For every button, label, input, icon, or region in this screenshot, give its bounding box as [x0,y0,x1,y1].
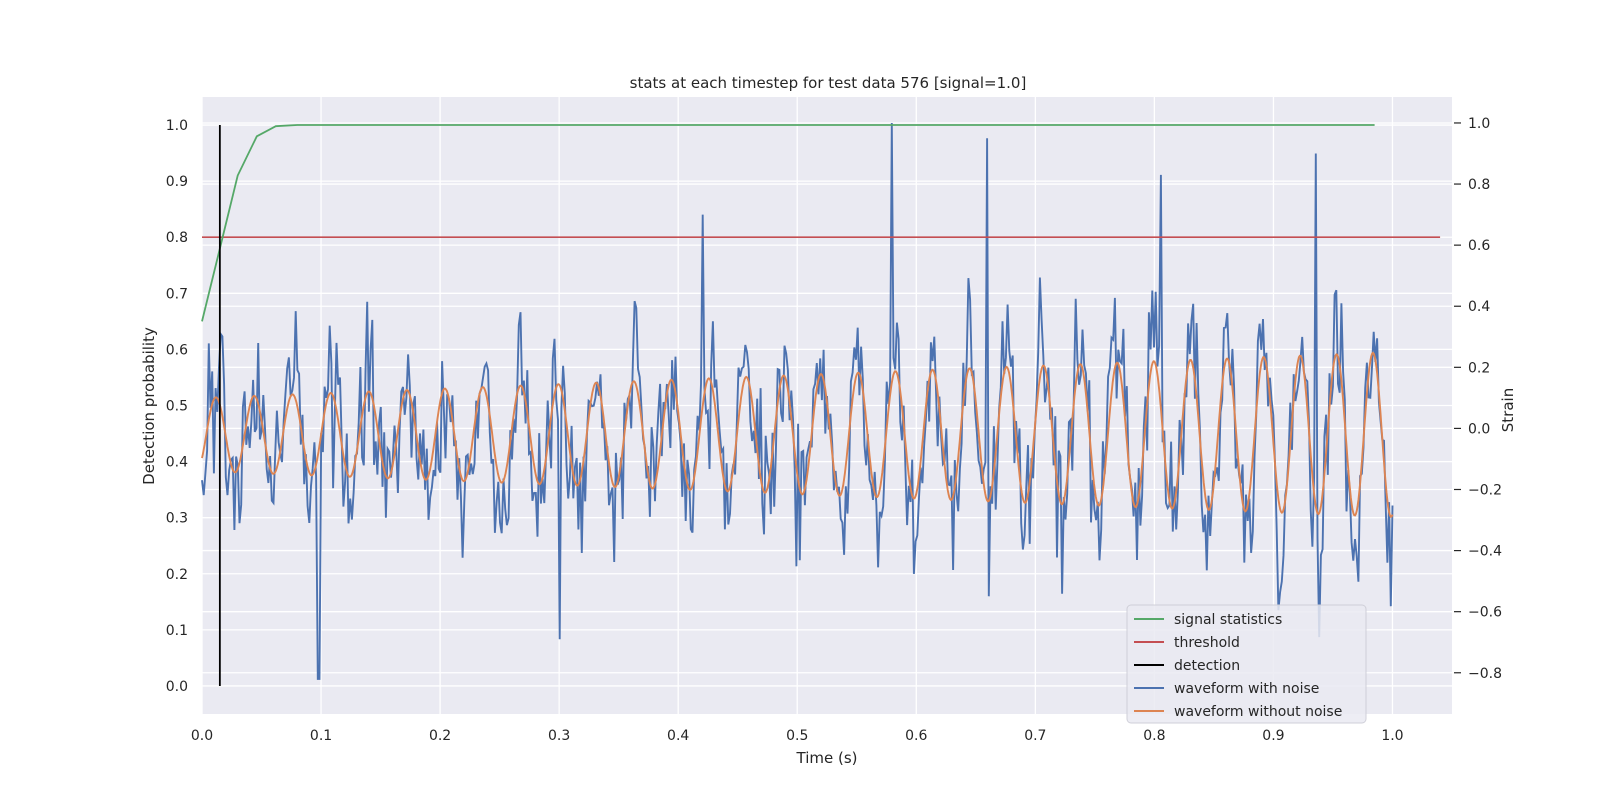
y-tick-label: 0.3 [166,511,188,527]
x-tick-label: 0.6 [905,728,927,744]
y2-tick-label: 0.4 [1468,299,1490,315]
y-tick-label: 0.5 [166,399,188,415]
x-axis-label: Time (s) [796,749,858,767]
legend-box [1126,604,1367,724]
legend-label: waveform with noise [1174,681,1319,697]
legend: signal statistics threshold detection wavef… [1126,604,1367,724]
x-tick-label: 0.2 [429,728,451,744]
y2-tick-label: −0.8 [1468,666,1502,682]
legend-label: detection [1174,658,1240,674]
x-tick-label: 0.9 [1262,728,1284,744]
legend-label: signal statistics [1174,612,1282,628]
y2-tick-label: 0.6 [1468,238,1490,254]
y-tick-label: 0.6 [166,342,188,358]
x-tick-label: 0.1 [310,728,332,744]
y-tick-label: 0.0 [166,679,188,695]
x-tick-label: 0.8 [1143,728,1165,744]
x-tick-label: 0.3 [548,728,570,744]
y2-axis-label: Strain [1499,388,1517,432]
x-tick-label: 1.0 [1381,728,1403,744]
y-axis-left: 0.0 0.1 0.2 0.3 0.4 0.5 0.6 0.7 0.8 0.9 1.0 [166,118,188,695]
y2-tick-label: 1.0 [1468,116,1490,132]
y-tick-label: 0.7 [166,286,188,302]
y-tick-label: 0.2 [166,567,188,583]
y2-tick-label: 0.0 [1468,421,1490,437]
series-waveform-without-noise [201,351,1394,518]
x-tick-label: 0.7 [1024,728,1046,744]
y-tick-label: 1.0 [166,118,188,134]
y-tick-label: 0.4 [166,455,188,471]
x-tick-label: 0.4 [667,728,689,744]
y-tick-label: 0.8 [166,230,188,246]
series-group [201,122,1441,686]
y-axis-label: Detection probability [140,327,158,485]
series-signal-statistics [201,124,1375,322]
y2-tick-label: 0.8 [1468,177,1490,193]
chart-title: stats at each timestep for test data 576… [630,74,1027,92]
legend-label: waveform without noise [1174,704,1342,720]
y-tick-label: 0.9 [166,174,188,190]
y2-tick-label: −0.6 [1468,605,1502,621]
x-axis: 0.0 0.1 0.2 0.3 0.4 0.5 0.6 0.7 0.8 0.9 1.0 [191,728,1404,744]
x-tick-label: 0.5 [786,728,808,744]
y-tick-label: 0.1 [166,623,188,639]
x-tick-label: 0.0 [191,728,213,744]
y2-tick-label: −0.2 [1468,482,1502,498]
y-axis-right: −0.8 −0.6 −0.4 −0.2 0.0 0.2 0.4 0.6 0.8 1.0 [1454,116,1502,682]
y2-tick-label: 0.2 [1468,360,1490,376]
legend-label: threshold [1174,635,1240,651]
y2-tick-label: −0.4 [1468,544,1502,560]
